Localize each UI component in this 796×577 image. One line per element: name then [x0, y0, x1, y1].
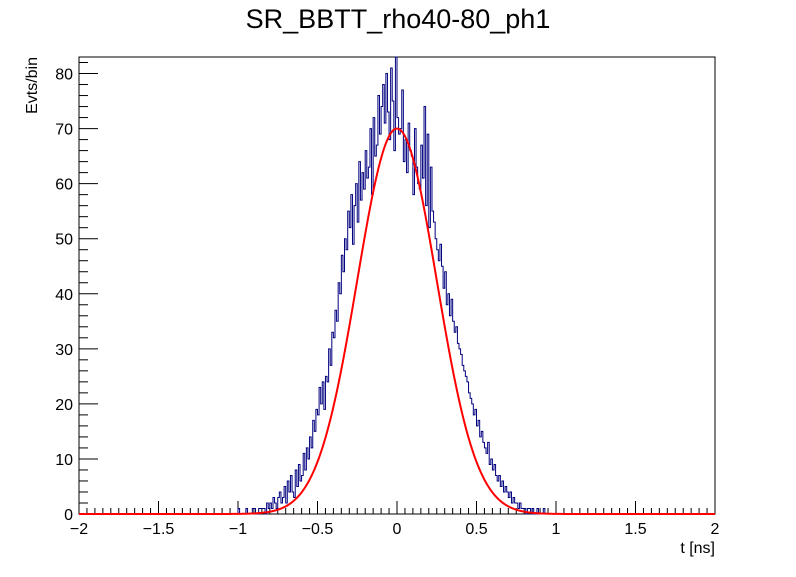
x-axis-label: t [ns] — [680, 540, 715, 557]
y-tick-label: 10 — [55, 452, 73, 469]
y-tick-label: 50 — [55, 232, 73, 249]
y-tick-label: 40 — [55, 287, 73, 304]
x-tick-label: −1 — [229, 521, 247, 538]
y-tick-label: 0 — [64, 507, 73, 524]
y-axis-label: Evts/bin — [24, 57, 41, 114]
y-tick-label: 80 — [55, 67, 73, 84]
x-tick-label: 0 — [393, 521, 402, 538]
plot-frame — [78, 56, 716, 515]
x-tick-label: −0.5 — [302, 521, 334, 538]
x-tick-label: −2 — [70, 521, 88, 538]
y-tick-label: 30 — [55, 342, 73, 359]
x-tick-label: 1.5 — [624, 521, 646, 538]
y-tick-label: 60 — [55, 177, 73, 194]
y-tick-label: 70 — [55, 122, 73, 139]
y-tick-label: 20 — [55, 397, 73, 414]
x-tick-label: 0.5 — [465, 521, 487, 538]
x-tick-label: 2 — [711, 521, 720, 538]
x-tick-label: 1 — [552, 521, 561, 538]
x-tick-label: −1.5 — [143, 521, 175, 538]
gaussian-fit-curve — [79, 127, 715, 515]
histogram-series — [79, 56, 715, 515]
chart-title: SR_BBTT_rho40-80_ph1 — [245, 4, 551, 34]
